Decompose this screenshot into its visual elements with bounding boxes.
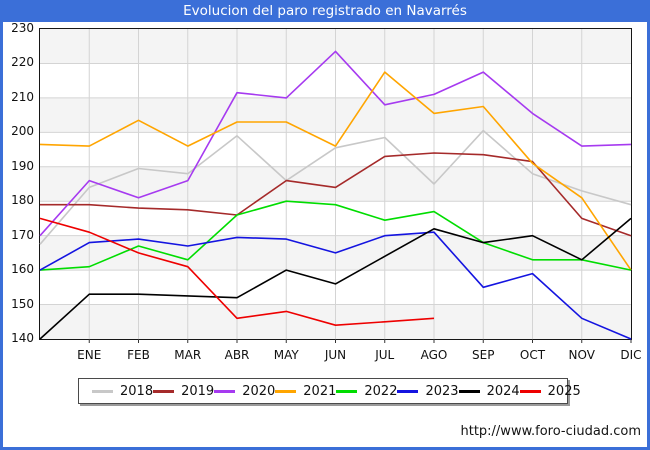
legend-item-2020: 2020 <box>214 384 275 399</box>
legend-label-2019: 2019 <box>181 383 215 399</box>
chart-canvas <box>39 29 632 343</box>
legend-swatch-2020 <box>214 389 236 393</box>
footer-url: http://www.foro-ciudad.com <box>460 424 641 439</box>
y-tick-170: 170 <box>11 227 34 242</box>
y-tick-220: 220 <box>11 55 34 70</box>
series-line-2018 <box>39 129 632 245</box>
chart-title: Evolucion del paro registrado en Navarré… <box>183 3 467 19</box>
y-tick-140: 140 <box>11 331 34 345</box>
x-tick-JUL: JUL <box>375 348 395 362</box>
plot-area <box>39 28 632 343</box>
legend-swatch-2022 <box>336 389 358 393</box>
x-tick-AGO: AGO <box>420 348 448 362</box>
legend-item-2024: 2024 <box>458 383 520 399</box>
legend-label-2024: 2024 <box>486 383 520 399</box>
x-tick-DIC: DIC <box>620 348 642 362</box>
legend-item-2023: 2023 <box>397 383 459 399</box>
x-tick-MAR: MAR <box>174 348 202 362</box>
x-tick-NOV: NOV <box>568 348 595 362</box>
legend-item-2021: 2021 <box>275 384 336 399</box>
legend-item-2019: 2019 <box>153 384 214 399</box>
legend-item-2025: 2025 <box>519 383 581 399</box>
series-line-2021 <box>39 71 632 271</box>
x-tick-SEP: SEP <box>472 348 495 362</box>
series-line-2022 <box>39 200 632 271</box>
legend-swatch-2018 <box>92 389 113 393</box>
legend-label-2023: 2023 <box>425 383 459 399</box>
y-tick-150: 150 <box>11 296 34 311</box>
series-line-2025 <box>39 217 435 327</box>
legend-label-2025: 2025 <box>547 383 581 399</box>
legend-swatch-2021 <box>275 389 297 393</box>
legend-item-2022: 2022 <box>336 384 397 399</box>
series-line-2024 <box>39 217 632 340</box>
legend-item-2018: 2018 <box>92 384 153 399</box>
y-tick-230: 230 <box>11 21 34 35</box>
y-tick-210: 210 <box>11 89 34 104</box>
x-tick-JUN: JUN <box>324 348 347 362</box>
x-tick-MAY: MAY <box>273 348 299 362</box>
series-line-2020 <box>39 50 632 237</box>
y-tick-200: 200 <box>11 124 34 139</box>
series-line-2019 <box>40 152 632 237</box>
legend-label-2018: 2018 <box>120 383 154 399</box>
legend-swatch-2025 <box>519 389 541 393</box>
x-tick-OCT: OCT <box>519 348 546 362</box>
legend-swatch-2019 <box>153 389 175 393</box>
x-tick-FEB: FEB <box>127 348 150 362</box>
gridlines <box>40 29 632 343</box>
x-tick-ABR: ABR <box>224 348 250 362</box>
y-tick-180: 180 <box>11 193 34 208</box>
legend-label-2020: 2020 <box>242 383 276 399</box>
y-tick-190: 190 <box>11 158 34 173</box>
legend-swatch-2023 <box>397 389 419 393</box>
series-line-2023 <box>39 231 632 340</box>
x-tick-ENE: ENE <box>77 348 102 362</box>
legend-label-2022: 2022 <box>364 383 398 399</box>
legend: 2018 2019 2020 2021 2022 2023 2024 2025 <box>78 378 581 404</box>
legend-label-2021: 2021 <box>303 383 337 399</box>
y-tick-160: 160 <box>11 262 34 277</box>
legend-swatch-2024 <box>458 389 480 393</box>
